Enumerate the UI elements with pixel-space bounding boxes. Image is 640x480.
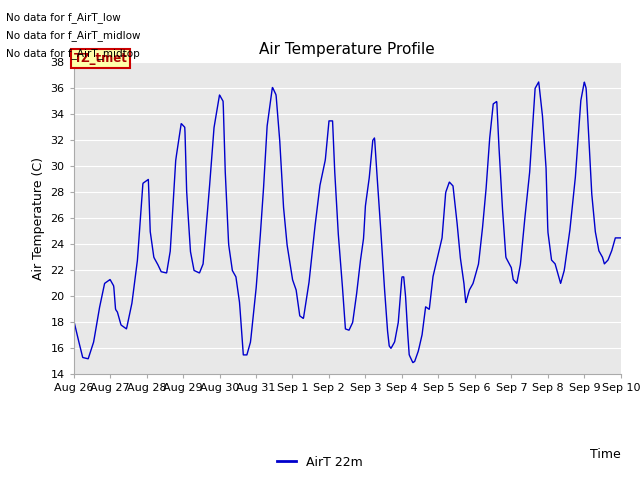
Y-axis label: Air Temperature (C): Air Temperature (C)	[32, 157, 45, 280]
Text: TZ_tmet: TZ_tmet	[74, 52, 127, 65]
Title: Air Temperature Profile: Air Temperature Profile	[259, 42, 435, 57]
Text: No data for f_AirT_low: No data for f_AirT_low	[6, 12, 121, 23]
Text: Time: Time	[590, 448, 621, 461]
Text: No data for f_AirT_midtop: No data for f_AirT_midtop	[6, 48, 140, 60]
Text: No data for f_AirT_midlow: No data for f_AirT_midlow	[6, 30, 141, 41]
Legend: AirT 22m: AirT 22m	[272, 451, 368, 474]
